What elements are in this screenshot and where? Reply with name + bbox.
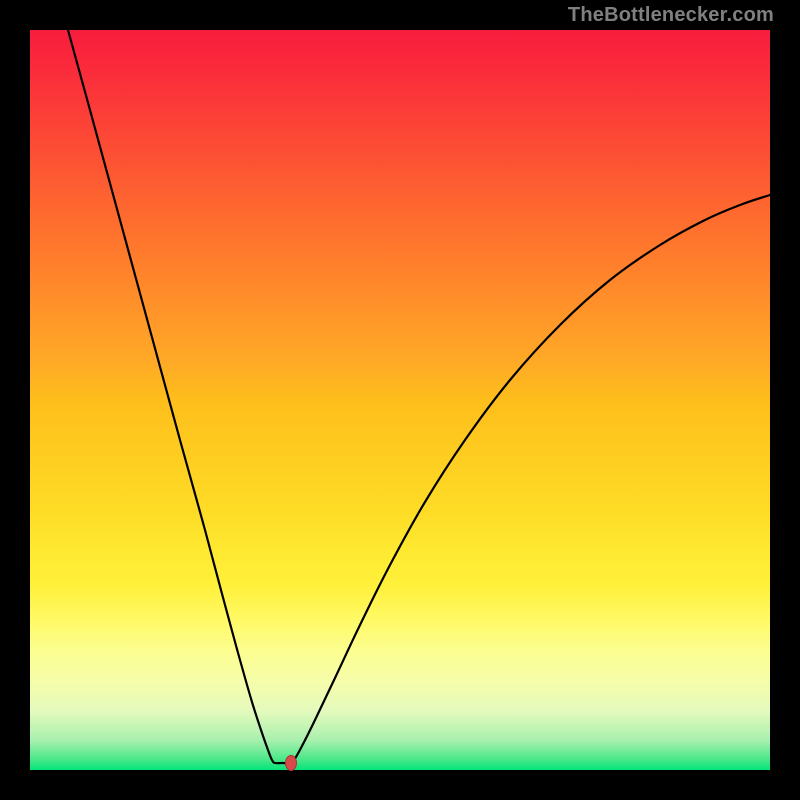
curve-path bbox=[68, 30, 770, 763]
optimum-marker bbox=[285, 755, 297, 771]
bottleneck-curve bbox=[30, 30, 770, 770]
watermark-text: TheBottlenecker.com bbox=[568, 4, 774, 27]
chart-frame: TheBottlenecker.com bbox=[0, 0, 800, 800]
